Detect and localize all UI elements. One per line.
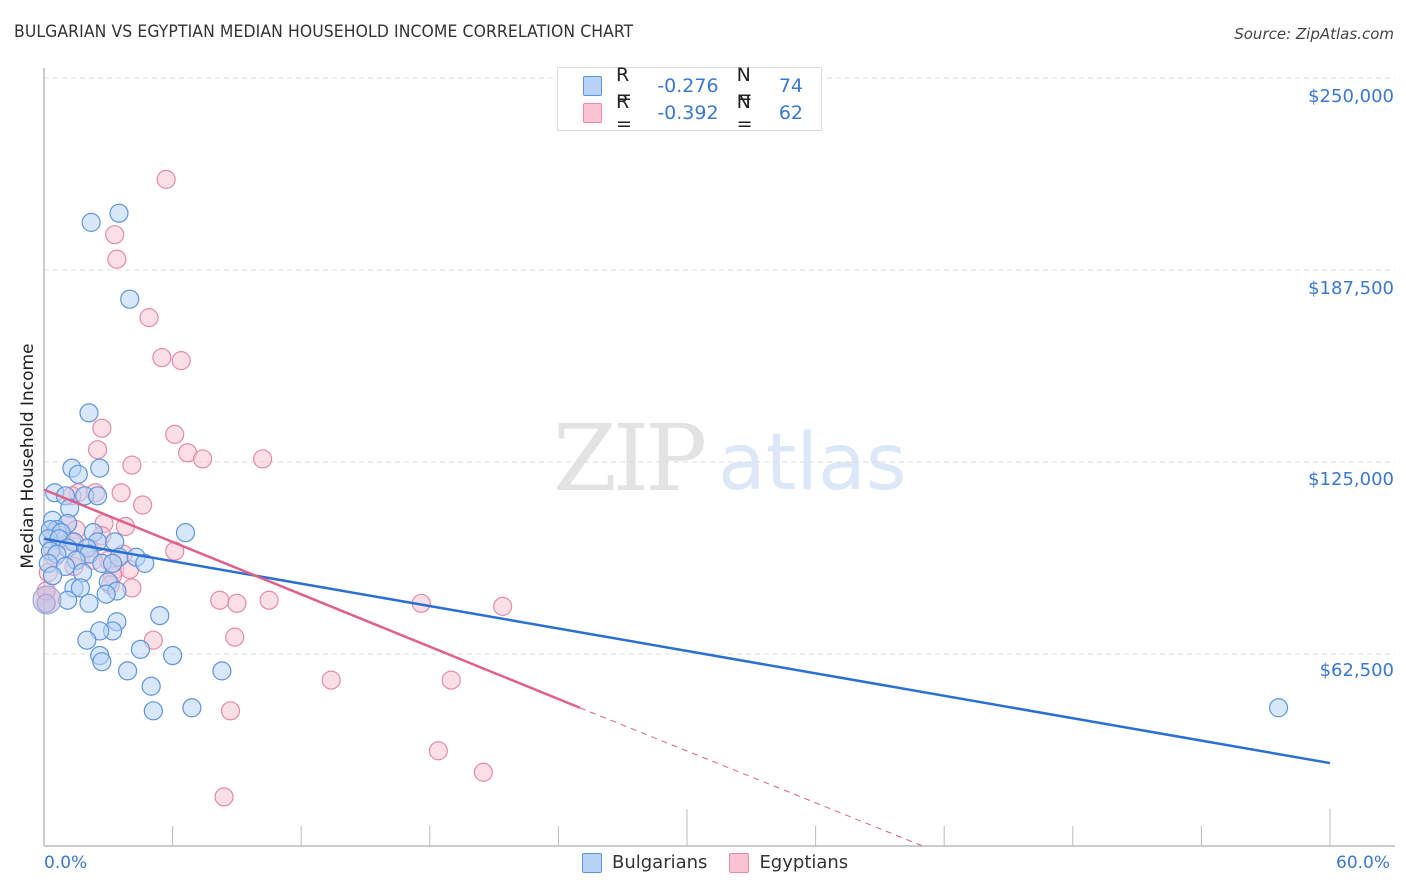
egyptian-point <box>428 741 448 761</box>
r-label: R = <box>616 91 632 135</box>
egyptian-point <box>253 449 273 469</box>
egyptian-point <box>107 249 127 269</box>
bulgarian-point <box>87 486 108 506</box>
egyptian-point <box>473 762 493 782</box>
cluster-point <box>32 585 62 615</box>
egyptian-point <box>105 225 125 245</box>
legend-label: Bulgarians <box>612 852 708 873</box>
bulgarians-swatch-icon <box>583 76 603 96</box>
bulgarian-point <box>143 701 163 721</box>
legend-item-egyptians[interactable]: Egyptians <box>729 852 848 873</box>
y-tick-187500: $187,500 <box>1308 278 1394 299</box>
bulgarian-point <box>68 464 88 484</box>
bulgarian-point <box>135 553 155 573</box>
y-tick-250000: $250,000 <box>1308 86 1394 107</box>
egyptians-trend-extension <box>579 707 923 847</box>
legend-row-egyptians: R = -0.392 N = 62 <box>583 91 821 135</box>
bulgarian-point <box>42 566 63 586</box>
n-label: N = <box>736 91 753 135</box>
n-label: N = <box>736 64 753 108</box>
bulgarian-point <box>90 458 110 478</box>
y-tick-125000: $125,000 <box>1308 469 1394 490</box>
egyptian-point <box>139 308 159 328</box>
egyptians-trend-line <box>43 488 581 709</box>
egyptian-point <box>92 418 112 438</box>
r-value: -0.392 <box>657 102 719 124</box>
egyptian-point <box>171 351 191 371</box>
bulgarian-point <box>182 698 202 718</box>
bulgarian-point <box>81 212 101 232</box>
egyptian-point <box>441 670 461 690</box>
r-label: R = <box>616 64 632 108</box>
n-value: 74 <box>778 75 803 97</box>
n-value: 62 <box>778 102 803 124</box>
series-legend: Bulgarians Egyptians <box>582 852 870 873</box>
r-value: -0.276 <box>657 75 719 97</box>
bulgarian-point <box>102 553 123 573</box>
egyptian-point <box>321 670 341 690</box>
bulgarian-point <box>163 645 183 666</box>
bulgarian-point <box>175 523 196 543</box>
bulgarian-point <box>212 661 232 681</box>
bulgarian-point <box>120 289 140 309</box>
bulgarian-point <box>92 652 112 672</box>
egyptian-point <box>214 787 234 807</box>
y-axis-label: Median Household Income <box>18 343 38 569</box>
egyptian-point <box>111 483 131 503</box>
egyptian-point <box>122 455 142 475</box>
egyptian-point <box>227 593 247 613</box>
bulgarian-point <box>70 578 91 598</box>
x-tick-60: 60.0% <box>1336 853 1391 873</box>
bulgarian-point <box>109 203 129 223</box>
y-tick-62500: $62,500 <box>1319 660 1394 681</box>
egyptian-point <box>165 424 185 444</box>
egyptian-point <box>132 495 153 515</box>
watermark-atlas: atlas <box>718 418 907 508</box>
bulgarians-trend-line <box>43 537 1331 765</box>
x-tick-0: 0.0% <box>44 853 88 873</box>
egyptian-point <box>225 627 245 647</box>
stats-legend: R = -0.276 N = 74 R = -0.392 N = 62 <box>557 64 822 135</box>
chart-title: BULGARIAN VS EGYPTIAN MEDIAN HOUSEHOLD I… <box>14 22 634 42</box>
egyptian-point <box>156 169 176 189</box>
legend-label: Egyptians <box>759 852 849 873</box>
egyptian-point <box>493 596 513 616</box>
bulgarian-point <box>79 403 99 423</box>
egyptians-swatch-icon <box>729 852 750 873</box>
bulgarian-point <box>150 605 170 626</box>
egyptian-point <box>87 440 108 460</box>
egyptian-point <box>220 701 241 721</box>
egyptian-point <box>152 347 172 368</box>
source-label: Source: ZipAtlas.com <box>1234 25 1394 43</box>
bulgarian-point <box>79 593 99 613</box>
bulgarian-point <box>141 676 161 696</box>
legend-item-bulgarians[interactable]: Bulgarians <box>582 852 707 873</box>
bulgarian-point <box>117 661 138 681</box>
watermark-zip: ZIP <box>553 405 707 512</box>
egyptian-point <box>259 590 279 610</box>
egyptian-point <box>210 590 230 610</box>
bulgarian-point <box>77 630 97 650</box>
egyptian-point <box>193 449 213 469</box>
legend-row-bulgarians: R = -0.276 N = 74 <box>583 64 821 108</box>
egyptians-swatch-icon <box>583 103 603 123</box>
bulgarian-point <box>130 639 151 659</box>
bulgarian-point <box>96 584 116 604</box>
bulgarians-swatch-icon <box>582 852 602 873</box>
bulgarian-point <box>1268 698 1289 718</box>
